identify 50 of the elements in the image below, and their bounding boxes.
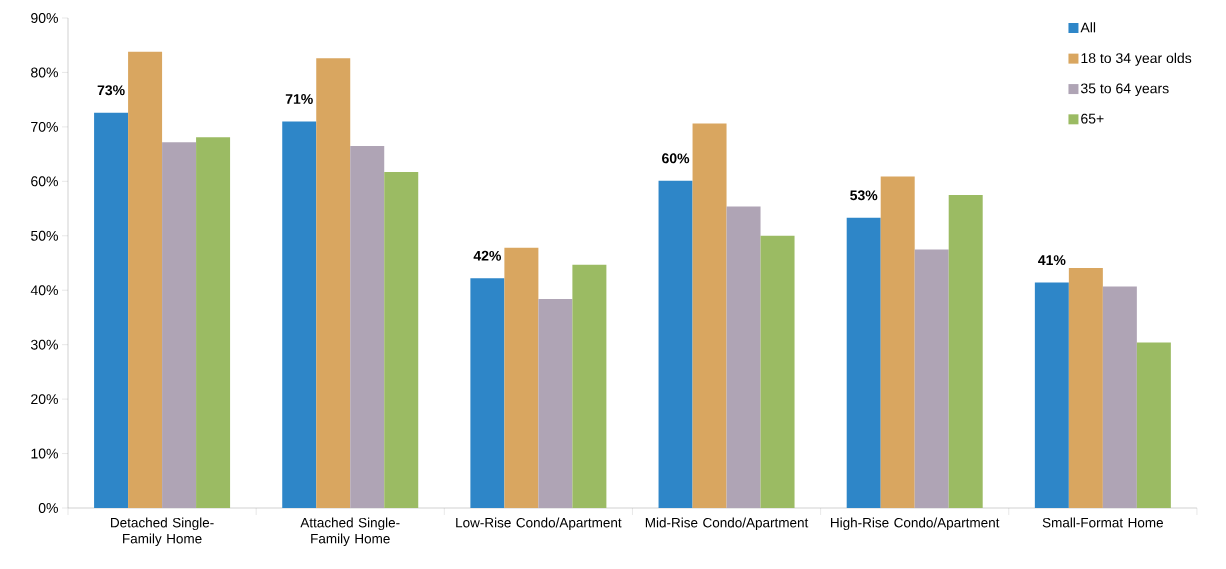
bar [350,145,385,508]
y-tick-label: 20% [31,394,58,405]
bar [760,235,795,508]
data-label: 60% [662,153,690,164]
y-tick-label: 70% [31,121,58,132]
bar [538,298,573,508]
bar [658,180,693,508]
x-tick-label: Mid-Rise Condo/Apartment [645,517,809,531]
bar [504,247,539,508]
bar [196,137,231,508]
bar [470,278,505,508]
data-label: 42% [473,250,502,261]
y-tick-label: 0% [38,503,58,513]
bar [162,142,197,508]
y-tick-label: 50% [31,230,58,241]
bar [880,176,915,508]
x-tick-label: Detached Single-Family Home [111,517,214,547]
x-tick-label: Small-Format Home [1042,517,1163,528]
data-label: 53% [850,190,878,201]
data-label: 41% [1038,255,1066,266]
legend-label: 35 to 64 years [1080,83,1169,97]
bar [282,121,317,508]
bar [384,172,419,508]
bar [1068,267,1103,508]
y-tick-label: 10% [31,448,58,459]
bar [914,249,949,508]
bar [316,58,351,508]
bar [692,123,727,508]
bar [572,264,607,508]
x-tick-label: Attached Single-Family Home [300,517,400,547]
legend-label: 18 to 34 year olds [1081,52,1192,66]
x-tick-label: Low-Rise Condo/Apartment [456,517,622,531]
y-tick-label: 60% [31,176,58,187]
data-label: 73% [97,85,125,96]
y-tick-label: 90% [31,13,58,23]
y-tick-label: 80% [31,67,58,78]
bar [94,112,129,508]
bar [948,194,983,508]
y-tick-label: 30% [30,339,58,350]
data-label: 71% [285,94,313,104]
bar [1102,286,1137,508]
legend-label: 65+ [1081,113,1104,124]
bar [128,51,163,508]
bar [1136,342,1171,508]
bar [846,217,881,508]
bar [1034,282,1069,508]
y-tick-label: 40% [30,285,58,296]
x-tick-label: High-Rise Condo/Apartment [831,517,1000,531]
bar [726,206,761,508]
legend-label: All [1080,22,1096,33]
